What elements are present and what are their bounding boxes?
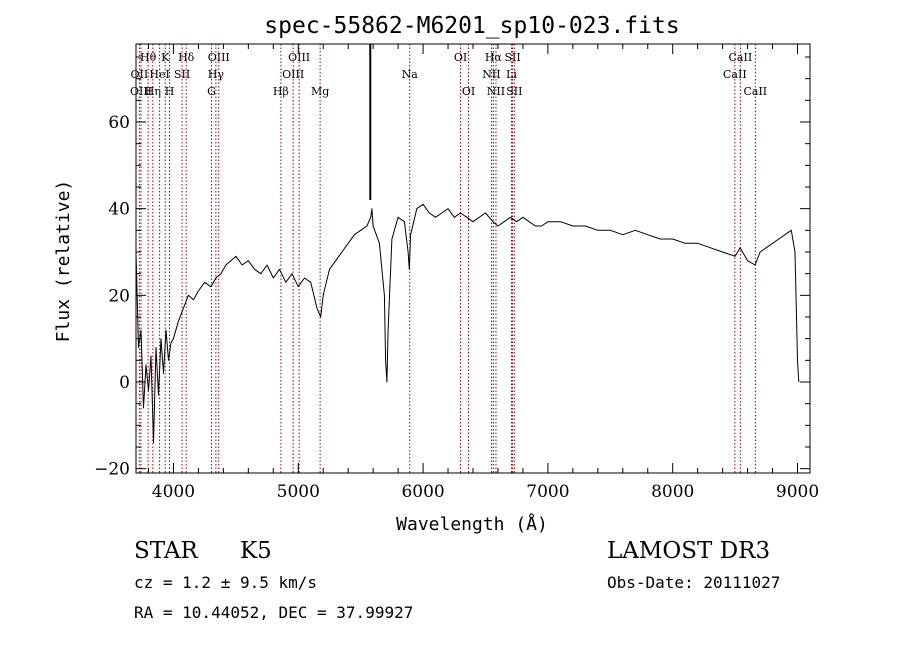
line-marker-label-5: HeI <box>149 68 169 81</box>
line-marker-label-24: SII <box>506 85 522 98</box>
x-tick-label-7000: 7000 <box>526 482 569 502</box>
line-marker-label-26: CaII <box>723 68 747 81</box>
line-marker-label-12: Hβ <box>273 85 289 98</box>
series-group <box>135 44 800 444</box>
survey-name: LAMOST DR3 <box>607 538 771 564</box>
coordinates-readout: RA = 10.44052, DEC = 37.99927 <box>134 603 414 622</box>
x-tick-label-4000: 4000 <box>152 482 195 502</box>
line-marker-label-17: OI <box>454 51 467 64</box>
x-tick-label-5000: 5000 <box>277 482 320 502</box>
object-subclass: K5 <box>240 538 272 564</box>
line-marker-label-27: CaII <box>743 85 767 98</box>
line-marker-label-0: Hθ <box>140 51 157 64</box>
line-marker-label-25: CaII <box>729 51 753 64</box>
y-tick-label-20: 20 <box>108 286 130 306</box>
line-marker-label-23: Li <box>506 68 517 81</box>
line-marker-label-19: Hα <box>485 51 503 64</box>
y-tick-label--20: −20 <box>94 460 130 480</box>
line-marker-label-15: Mg <box>311 85 329 98</box>
obs-date: Obs-Date: 20111027 <box>607 573 781 592</box>
redshift-readout: cz = 1.2 ± 9.5 km/s <box>134 573 318 592</box>
x-tick-label-6000: 6000 <box>401 482 444 502</box>
line-marker-label-8: Hδ <box>178 51 195 64</box>
y-tick-label-0: 0 <box>119 373 130 393</box>
line-marker-label-14: OIII <box>282 68 304 81</box>
x-tick-label-8000: 8000 <box>651 482 694 502</box>
x-tick-label-9000: 9000 <box>776 482 819 502</box>
line-marker-label-22: SII <box>504 51 520 64</box>
y-tick-label-40: 40 <box>108 200 130 220</box>
y-axis-label: Flux (relative) <box>53 180 74 343</box>
line-marker-label-7: H <box>165 85 175 98</box>
line-marker-label-4: K <box>161 51 170 64</box>
line-marker-label-3: Hη <box>145 85 161 98</box>
line-marker-label-1: OII <box>131 68 149 81</box>
y-tick-label-60: 60 <box>108 113 130 133</box>
line-marker-label-9: OIII <box>208 51 230 64</box>
line-marker-label-6: SII <box>174 68 190 81</box>
series-line-flux <box>135 203 800 444</box>
line-marker-label-13: OIII <box>288 51 310 64</box>
line-marker-label-18: OI <box>462 85 475 98</box>
chart-title: spec-55862-M6201_sp10-023.fits <box>264 13 679 39</box>
line-marker-label-10: Hγ <box>208 68 225 81</box>
line-marker-label-20: NII <box>482 68 500 81</box>
axes-group: 4000 5000 6000 7000 8000 9000 −20 0 20 40 60 <box>94 43 819 502</box>
x-axis-label: Wavelength (Å) <box>396 513 548 535</box>
object-class: STAR <box>134 538 198 564</box>
line-marker-label-16: Na <box>402 68 419 81</box>
line-marker-label-11: G <box>207 85 216 98</box>
line-marker-label-2: OIII <box>130 85 152 98</box>
line-marker-label-21: NII <box>487 85 505 98</box>
